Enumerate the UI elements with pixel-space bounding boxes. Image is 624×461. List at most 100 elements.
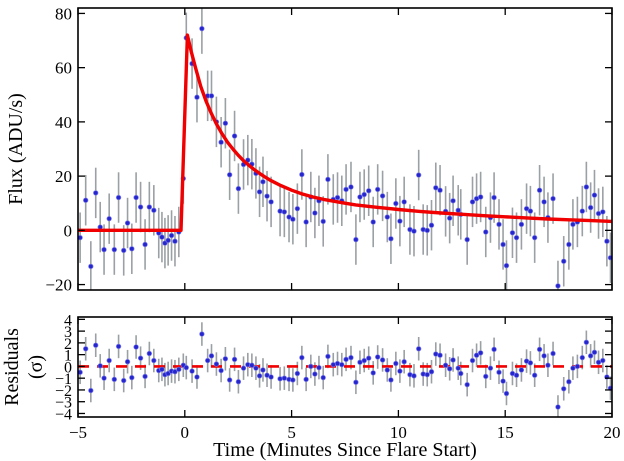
data-point: [101, 375, 107, 381]
data-point: [416, 346, 422, 352]
data-point: [253, 365, 259, 371]
data-point: [450, 198, 456, 204]
model-fit-curve: [78, 33, 612, 233]
data-point: [379, 193, 386, 199]
data-point: [264, 193, 270, 199]
data-point: [550, 195, 556, 202]
data-point: [401, 199, 407, 205]
data-point: [566, 241, 572, 248]
residuals-y-axis-label-line1: Residuals: [1, 328, 23, 406]
data-point: [491, 346, 497, 353]
data-point: [587, 353, 594, 359]
data-point: [570, 221, 576, 228]
data-point: [189, 368, 195, 374]
data-point: [111, 246, 117, 253]
data-point: [133, 344, 139, 350]
data-point: [503, 390, 510, 397]
data-point: [541, 353, 547, 359]
data-point: [83, 346, 89, 352]
data-point: [172, 238, 178, 244]
data-point: [513, 372, 520, 378]
data-point: [142, 241, 148, 248]
data-point: [401, 359, 407, 365]
data-point: [121, 377, 127, 384]
y-tick-label: 40: [55, 113, 72, 132]
data-point: [541, 199, 547, 205]
data-point: [227, 377, 233, 383]
data-point: [428, 369, 435, 375]
data-point: [437, 187, 443, 193]
data-point: [379, 357, 386, 363]
data-point: [416, 172, 422, 178]
data-point: [393, 360, 399, 367]
data-point: [146, 350, 152, 357]
flux-frame: [77, 7, 613, 291]
data-point: [532, 372, 538, 378]
data-point: [561, 386, 567, 392]
data-point: [487, 365, 494, 371]
y-tick-label: 80: [55, 4, 72, 23]
data-point: [424, 371, 430, 378]
data-point: [281, 209, 287, 215]
data-point: [353, 379, 359, 385]
y-tick-label: −3: [55, 395, 72, 412]
data-point: [277, 376, 283, 382]
flux-data-layer: [78, 8, 612, 290]
y-tick-label: 0: [64, 221, 73, 240]
data-point: [222, 356, 229, 362]
y-tick-label: 60: [55, 59, 72, 78]
data-point: [256, 373, 263, 379]
residuals-y-ticks: [78, 318, 612, 415]
data-point: [93, 190, 99, 196]
data-point: [249, 362, 255, 368]
data-point: [375, 186, 381, 193]
data-point: [231, 133, 238, 139]
data-point: [137, 204, 144, 210]
data-point: [555, 283, 561, 289]
data-point: [483, 229, 489, 235]
data-point: [550, 350, 556, 357]
data-point: [194, 94, 200, 100]
y-tick-label: 2: [64, 336, 72, 353]
data-point: [583, 339, 590, 345]
data-point: [260, 367, 266, 373]
data-point: [316, 364, 322, 371]
x-tick-label: 15: [497, 423, 514, 442]
data-point: [433, 351, 439, 357]
data-point: [393, 200, 399, 207]
y-tick-label: −4: [55, 406, 72, 423]
data-point: [411, 228, 417, 234]
data-point: [579, 208, 585, 214]
data-point: [518, 367, 525, 373]
data-point: [165, 237, 171, 244]
data-point: [208, 93, 215, 99]
y-tick-label: 0: [64, 359, 72, 376]
data-point: [442, 362, 449, 368]
x-tick-label: 20: [604, 423, 621, 442]
flux-panel: −20 0 20 40 60 80: [45, 4, 613, 295]
data-point: [574, 363, 581, 370]
data-point: [587, 204, 594, 211]
data-point: [268, 199, 274, 205]
data-point: [536, 187, 543, 193]
data-point: [205, 357, 211, 364]
data-point: [277, 208, 283, 214]
data-point: [357, 194, 363, 200]
data-point: [566, 379, 572, 385]
data-point: [397, 368, 403, 374]
flux-y-ticks: [78, 12, 612, 286]
data-point: [591, 349, 598, 355]
data-point: [455, 365, 461, 371]
data-point: [411, 373, 417, 379]
y-tick-label: 4: [64, 312, 72, 329]
data-point: [286, 214, 292, 220]
data-point: [361, 357, 367, 364]
data-point: [299, 171, 305, 178]
data-point: [199, 331, 205, 337]
data-point: [222, 120, 229, 126]
residuals-data-points: [78, 331, 612, 410]
data-point: [607, 255, 612, 261]
data-point: [176, 366, 182, 373]
